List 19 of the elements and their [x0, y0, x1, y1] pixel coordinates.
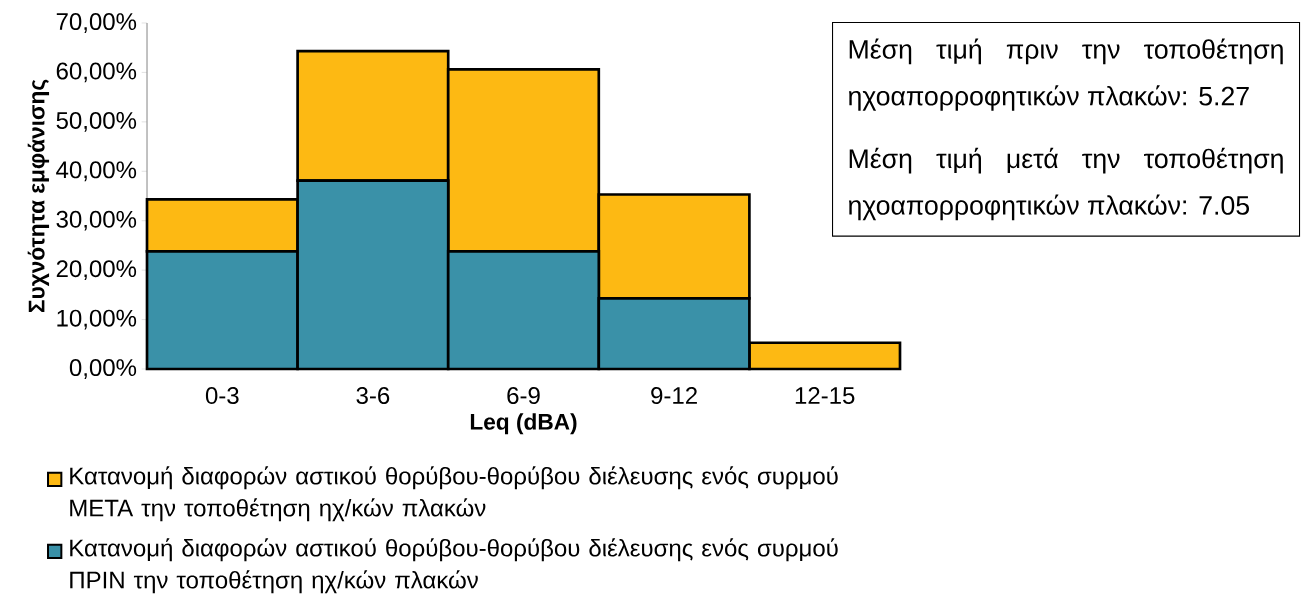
legend-label: Κατανομή διαφορών αστικού θορύβου-θορύβου διέλευσης ενός συρμού ΠΡΙΝ την τοποθέτηση ηχ/κών πλακών: [70, 538, 838, 594]
y-tick-label: 50,00%: [56, 111, 137, 132]
x-tick-label: 3-6: [356, 387, 390, 405]
y-tick-label: 40,00%: [56, 161, 137, 182]
x-tick-label: 0-3: [205, 387, 239, 405]
x-tick-label: 9-12: [651, 387, 697, 405]
y-tick-label: 70,00%: [56, 13, 137, 33]
y-tick-label: 60,00%: [56, 62, 137, 83]
y-tick-label: 20,00%: [56, 260, 137, 281]
y-tick-label: 0,00%: [69, 359, 137, 379]
annotation: Μέση τιμή μετά την τοποθέτηση ηχοαπορροφητικών πλακών: 7.05: [848, 147, 1283, 221]
y-tick-label: 10,00%: [57, 309, 137, 330]
x-tick-label: 6-9: [507, 387, 540, 405]
x-tick-label: 12-15: [795, 387, 855, 405]
x-axis-title: Leq (dBA): [470, 413, 577, 435]
y-tick-label: 30,00%: [56, 210, 137, 231]
annotation: Μέση τιμή πριν την τοποθέτηση ηχοαπορροφητικών πλακών: 5.27: [848, 38, 1283, 111]
legend-label: Κατανομή διαφορών αστικού θορύβου-θορύβου διέλευσης ενός συρμού ΜΕΤΑ την τοποθέτηση ηχ/κών πλακών: [70, 466, 838, 522]
y-axis-title: Συχνότητα εμφάνισης: [27, 79, 50, 313]
